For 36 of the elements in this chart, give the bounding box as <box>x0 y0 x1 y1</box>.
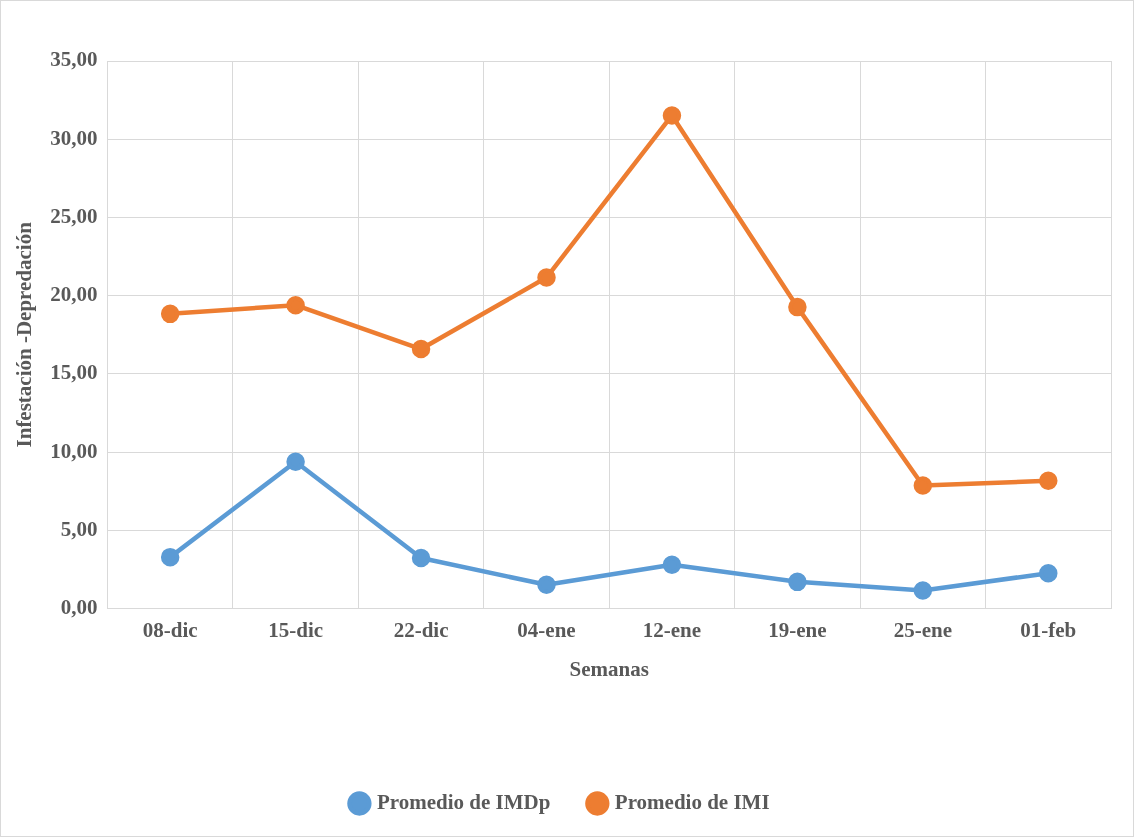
point <box>160 304 180 324</box>
y-tick-label: 35,00 <box>50 47 98 72</box>
point <box>286 452 305 471</box>
point <box>1039 563 1058 583</box>
x-tick-label: 04-ene <box>517 617 576 642</box>
x-tick-label: 01-feb <box>1020 617 1077 642</box>
point <box>913 476 933 495</box>
y-tick-label: 20,00 <box>50 282 98 307</box>
point <box>411 339 431 359</box>
x-tick-label: 12-ene <box>642 617 702 642</box>
point <box>411 548 431 568</box>
point <box>537 575 556 595</box>
y-axis-title: Infestación -Depredación <box>12 221 37 448</box>
y-tick-label: 25,00 <box>50 203 98 228</box>
y-tick-label: 10,00 <box>50 438 98 463</box>
point <box>537 268 556 287</box>
legend-label: Promedio de IMDp <box>376 789 551 814</box>
point <box>662 106 682 125</box>
x-tick-label: 08-dic <box>142 617 198 642</box>
y-tick-label: 15,00 <box>50 360 98 385</box>
y-tick-label: 5,00 <box>60 516 98 541</box>
point <box>913 581 933 600</box>
x-tick-label: 25-ene <box>893 617 952 642</box>
y-tick-label: 0,00 <box>60 595 98 620</box>
legend-label: Promedio de IMI <box>614 789 770 814</box>
x-tick-label: 19-ene <box>768 617 827 642</box>
x-axis-title: Semanas <box>569 656 649 681</box>
point <box>160 547 180 567</box>
x-tick-label: 15-dic <box>268 617 324 642</box>
point <box>1039 471 1058 491</box>
point <box>662 555 682 575</box>
point <box>286 295 305 315</box>
point <box>788 297 807 317</box>
x-tick-label: 22-dic <box>393 617 449 642</box>
point <box>788 572 807 592</box>
y-tick-label: 30,00 <box>50 125 98 150</box>
